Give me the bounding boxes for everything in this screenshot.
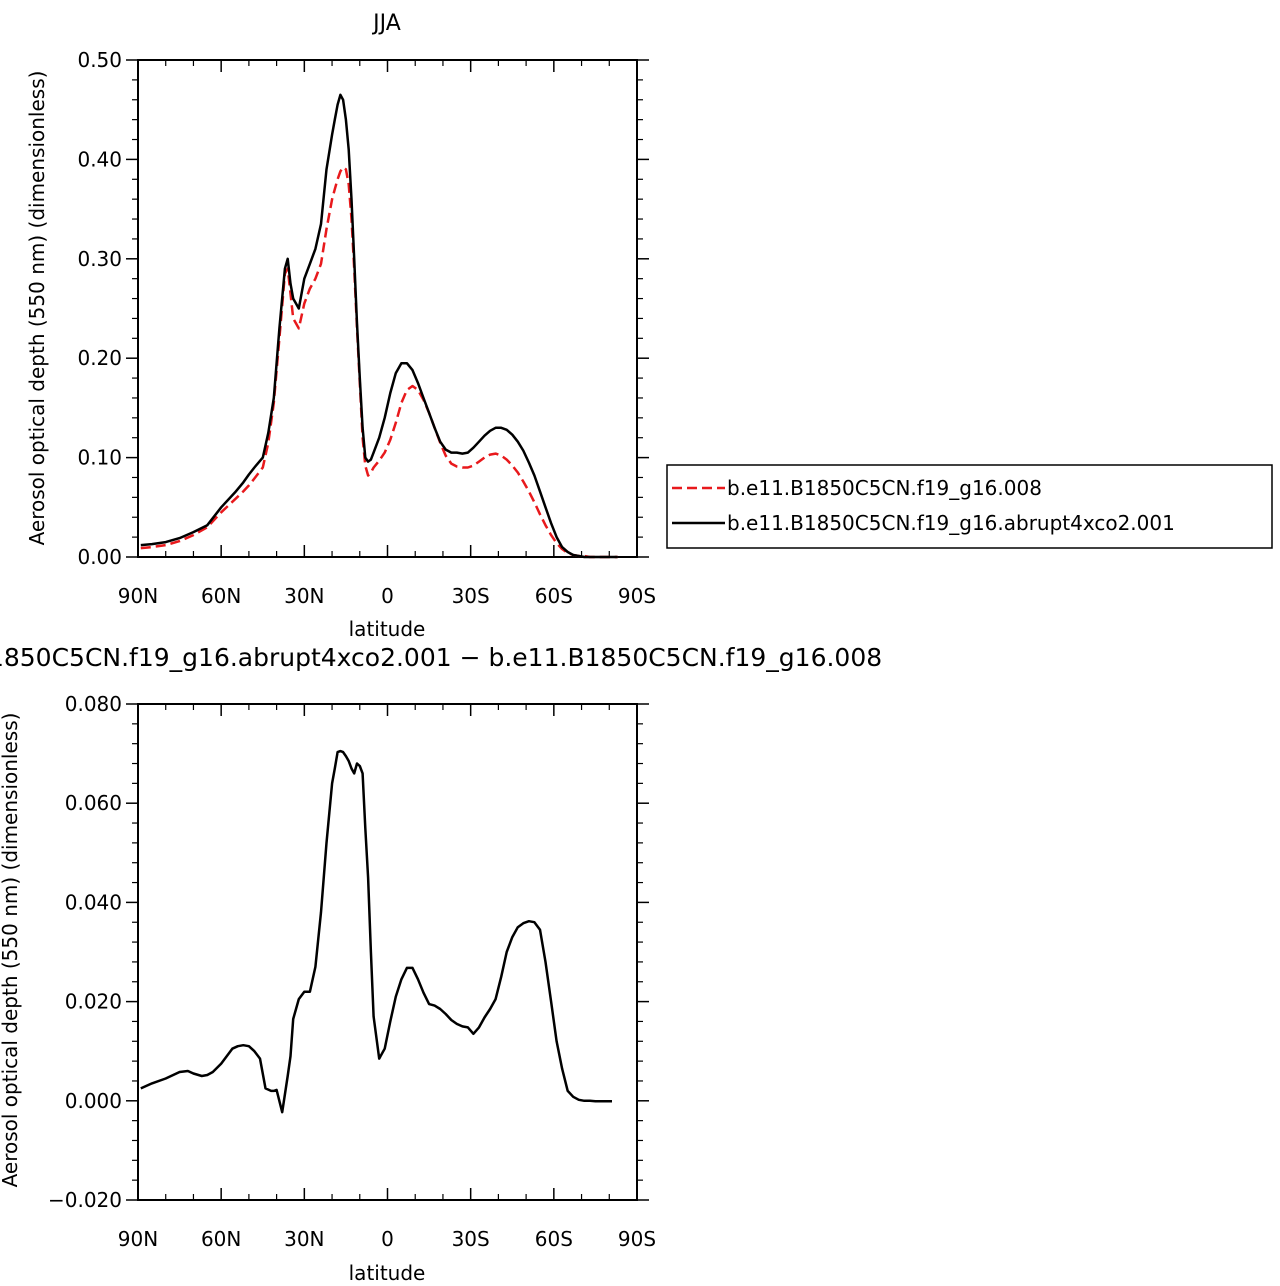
- legend: b.e11.B1850C5CN.f19_g16.008 b.e11.B1850C…: [666, 464, 1273, 549]
- legend-label-control: b.e11.B1850C5CN.f19_g16.008: [727, 476, 1042, 500]
- y-tick-label: 0.00: [77, 545, 122, 569]
- y-tick-label: 0.000: [65, 1089, 122, 1113]
- y-tick-label: 0.080: [65, 692, 122, 716]
- x-tick-label: 30N: [284, 1227, 324, 1251]
- y-tick-label: 0.40: [77, 147, 122, 171]
- plot-frame: [137, 703, 638, 1201]
- y-tick-label: −0.020: [48, 1188, 122, 1212]
- x-tick-label: 90N: [118, 1227, 158, 1251]
- x-tick-label: 60N: [201, 1227, 241, 1251]
- bottom-x-axis-label: latitude: [349, 1261, 426, 1285]
- y-tick-label: 0.50: [77, 48, 122, 72]
- top-plot-area: 90N 60N 30N 0 30S 60S 90S 0.00 0.10 0.20 0.30 0.40 0…: [77, 48, 656, 608]
- y-tick-label: 0.10: [77, 446, 122, 470]
- series-line-0: [140, 749, 612, 1114]
- bottom-plot-area: 90N 60N 30N 0 30S 60S 90S −0.020 0.000 0.020 0.040…: [48, 692, 656, 1251]
- y-tick-label: 0.20: [77, 346, 122, 370]
- y-tick-label: 0.020: [65, 990, 122, 1014]
- x-tick-label: 0: [381, 1227, 394, 1251]
- top-x-axis-label: latitude: [349, 617, 426, 641]
- x-tick-label: 60S: [535, 584, 573, 608]
- x-tick-label: 90S: [618, 584, 656, 608]
- y-tick-label: 0.30: [77, 247, 122, 271]
- bottom-panel-title: b.e11.B1850C5CN.f19_g16.abrupt4xco2.001 …: [0, 643, 882, 672]
- bottom-panel: b.e11.B1850C5CN.f19_g16.abrupt4xco2.001 …: [0, 643, 882, 1285]
- top-y-axis-label: Aerosol optical depth (550 nm) (dimensio…: [25, 71, 49, 546]
- y-tick-label: 0.040: [65, 890, 122, 914]
- x-tick-label: 30N: [284, 584, 324, 608]
- bottom-y-axis-label: Aerosol optical depth (550 nm) (dimensio…: [0, 713, 22, 1188]
- x-tick-label: 30S: [452, 1227, 490, 1251]
- top-panel-title: JJA: [371, 11, 401, 36]
- y-tick-label: 0.060: [65, 791, 122, 815]
- series-line-0: [140, 166, 618, 559]
- x-tick-label: 90S: [618, 1227, 656, 1251]
- legend-box: [666, 464, 1273, 549]
- legend-label-abrupt4xco2: b.e11.B1850C5CN.f19_g16.abrupt4xco2.001: [727, 511, 1175, 535]
- series-line-1: [140, 93, 618, 559]
- x-tick-label: 60S: [535, 1227, 573, 1251]
- top-panel: JJA 90N 60N 30N 0 30S 60S 90S 0.00 0.10 0.20 0.30 0…: [25, 11, 656, 641]
- x-tick-label: 60N: [201, 584, 241, 608]
- x-tick-label: 30S: [452, 584, 490, 608]
- x-tick-label: 90N: [118, 584, 158, 608]
- x-tick-label: 0: [381, 584, 394, 608]
- plot-frame: [137, 59, 638, 558]
